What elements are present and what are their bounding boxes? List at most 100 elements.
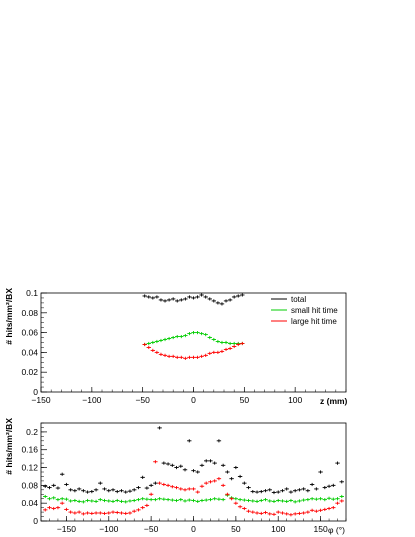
data-point [174,485,179,490]
data-point [254,490,260,494]
data-point [191,355,196,359]
data-point [207,351,212,355]
data-point [246,498,251,503]
data-point [301,511,306,515]
x-tick-label: −150 [31,395,50,405]
data-point [161,482,167,487]
data-point [106,489,111,493]
data-point [215,350,221,354]
data-point [263,510,268,515]
data-point [219,340,225,345]
data-point [154,350,160,354]
data-point [271,490,277,495]
data-point [220,483,226,487]
data-point [144,486,150,490]
data-point [229,497,234,501]
data-point [162,337,168,342]
data-point [216,439,222,443]
data-point [219,302,225,306]
data-point [187,498,192,502]
data-point [157,481,162,485]
data-point [148,498,154,502]
data-point [237,505,243,509]
x-tick-label: −50 [144,524,159,534]
bottom-xlabel: φ (°) [328,525,345,535]
x-tick-label: 50 [240,395,250,405]
x-tick-label: −100 [82,395,101,405]
data-point [178,487,183,491]
series-0 [43,426,344,495]
data-point [110,510,116,514]
data-point [72,489,78,493]
data-point [170,498,175,502]
data-point [276,498,281,503]
data-point [182,499,188,503]
data-point [233,465,239,470]
data-point [174,498,179,503]
x-tick-label: 0 [191,395,196,405]
data-point [237,474,243,479]
data-point [131,509,137,513]
data-point [102,511,107,516]
data-point [242,506,247,511]
data-point [106,511,111,515]
data-point [233,497,239,501]
data-point [115,510,120,515]
data-point [297,511,302,516]
data-point [127,511,133,515]
data-point [322,507,328,512]
data-point [123,500,128,504]
data-point [236,294,241,298]
data-point [233,501,239,505]
data-point [301,498,306,502]
data-point [250,510,256,514]
data-point [55,486,61,490]
data-point [227,298,233,302]
data-point [212,497,217,501]
bottom-ylabel: # hits/mm²/BX [4,418,14,475]
data-point [309,497,315,501]
top-axes: −150 −100 −50 0 50 100 0 0.02 0.04 0.06 0.08 0.1 [21,288,347,405]
data-point [81,500,86,504]
data-point [271,499,277,503]
legend: total small hit time large hit time [271,295,338,326]
data-point [335,461,340,465]
data-point [102,487,107,491]
data-point [318,508,323,512]
data-point [115,498,120,503]
data-point [161,497,167,501]
data-point [326,496,332,500]
data-point [81,512,86,516]
data-point [119,499,124,503]
data-point [250,490,256,494]
data-point [154,339,160,344]
data-point [72,511,78,515]
data-point [158,352,164,356]
data-point [292,512,298,516]
data-point [292,489,298,493]
data-point [250,499,256,503]
data-point [305,489,311,493]
y-tick-label: 0.1 [26,288,38,298]
data-point [263,498,268,502]
data-point [219,349,225,354]
y-tick-label: 0.04 [21,347,38,357]
data-point [231,344,237,349]
data-point [263,489,268,493]
data-point [142,294,147,298]
data-point [204,481,209,485]
data-point [165,462,171,466]
data-point [110,488,116,492]
data-point [183,356,188,360]
data-point [187,331,192,336]
data-point [47,506,52,510]
x-tick-label: 150 [313,524,327,534]
data-point [153,498,158,502]
data-point [288,498,294,503]
data-point [89,499,95,503]
data-point [106,499,111,503]
data-point [85,498,90,503]
data-point [170,335,176,340]
data-point [142,342,147,347]
data-point [195,331,200,335]
